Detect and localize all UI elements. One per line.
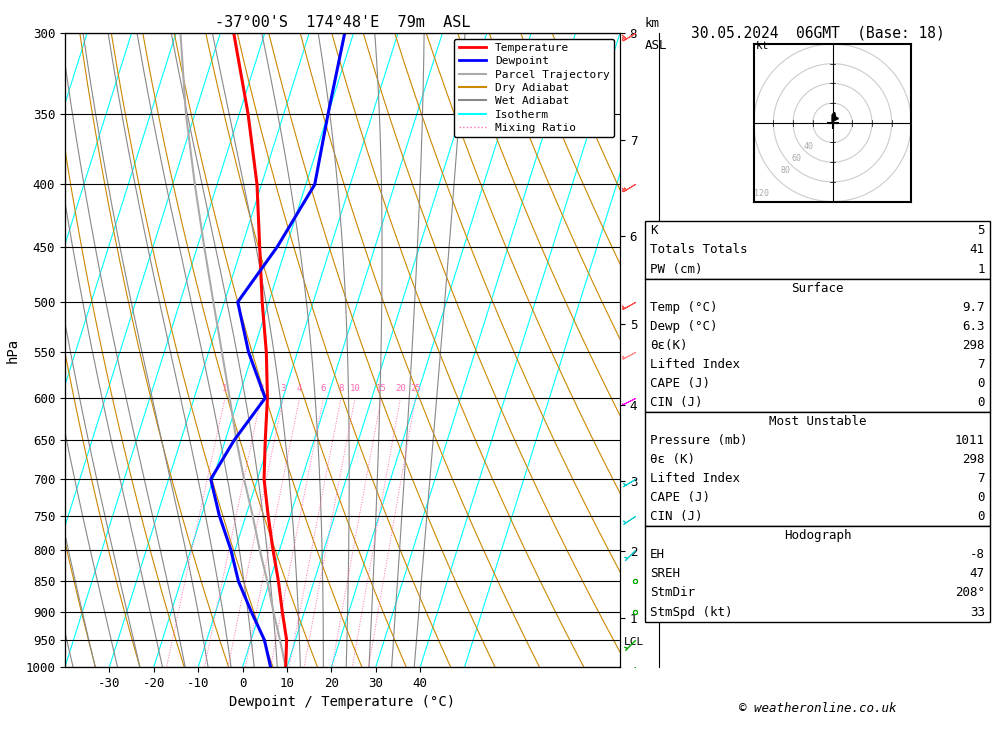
Text: 10: 10 xyxy=(350,384,360,393)
Text: CIN (J): CIN (J) xyxy=(650,510,703,523)
Text: EH: EH xyxy=(650,548,665,561)
Text: 5: 5 xyxy=(977,224,985,237)
Text: 7: 7 xyxy=(977,472,985,485)
Text: 1011: 1011 xyxy=(955,434,985,447)
Text: 7: 7 xyxy=(977,358,985,371)
Text: 15: 15 xyxy=(376,384,387,393)
Text: 33: 33 xyxy=(970,605,985,619)
Text: LCL: LCL xyxy=(624,637,644,647)
X-axis label: Dewpoint / Temperature (°C): Dewpoint / Temperature (°C) xyxy=(229,696,456,710)
Text: 120: 120 xyxy=(754,189,769,199)
Text: θε(K): θε(K) xyxy=(650,339,688,352)
Text: 20: 20 xyxy=(395,384,406,393)
Text: 208°: 208° xyxy=(955,586,985,600)
Text: CIN (J): CIN (J) xyxy=(650,396,703,409)
Text: Lifted Index: Lifted Index xyxy=(650,472,740,485)
Text: CAPE (J): CAPE (J) xyxy=(650,491,710,504)
Text: kt: kt xyxy=(756,41,769,51)
Text: © weatheronline.co.uk: © weatheronline.co.uk xyxy=(739,701,897,715)
Text: 9.7: 9.7 xyxy=(962,301,985,314)
Text: Hodograph: Hodograph xyxy=(784,529,851,542)
Text: Totals Totals: Totals Totals xyxy=(650,243,748,257)
Y-axis label: hPa: hPa xyxy=(6,337,20,363)
Text: 0: 0 xyxy=(977,377,985,390)
Text: 47: 47 xyxy=(970,567,985,581)
Text: θε (K): θε (K) xyxy=(650,453,695,466)
Text: 6: 6 xyxy=(321,384,326,393)
Text: 6.3: 6.3 xyxy=(962,320,985,333)
Text: SREH: SREH xyxy=(650,567,680,581)
Text: 298: 298 xyxy=(962,453,985,466)
Text: ASL: ASL xyxy=(645,39,667,52)
Text: 30.05.2024  06GMT  (Base: 18): 30.05.2024 06GMT (Base: 18) xyxy=(691,26,945,40)
Text: Dewp (°C): Dewp (°C) xyxy=(650,320,718,333)
Text: StmDir: StmDir xyxy=(650,586,695,600)
Text: 4: 4 xyxy=(297,384,302,393)
Text: 8: 8 xyxy=(338,384,344,393)
Text: -8: -8 xyxy=(970,548,985,561)
Text: 0: 0 xyxy=(977,510,985,523)
Text: PW (cm): PW (cm) xyxy=(650,262,703,276)
Text: 1: 1 xyxy=(222,384,228,393)
Title: -37°00'S  174°48'E  79m  ASL: -37°00'S 174°48'E 79m ASL xyxy=(215,15,470,31)
Text: StmSpd (kt): StmSpd (kt) xyxy=(650,605,733,619)
Text: K: K xyxy=(650,224,658,237)
Text: 0: 0 xyxy=(977,396,985,409)
Text: Lifted Index: Lifted Index xyxy=(650,358,740,371)
Text: 2: 2 xyxy=(258,384,264,393)
Legend: Temperature, Dewpoint, Parcel Trajectory, Dry Adiabat, Wet Adiabat, Isotherm, Mi: Temperature, Dewpoint, Parcel Trajectory… xyxy=(454,39,614,137)
Text: 40: 40 xyxy=(804,142,814,151)
Text: 3: 3 xyxy=(281,384,286,393)
Text: Surface: Surface xyxy=(791,281,844,295)
Text: km: km xyxy=(645,17,660,29)
Text: Pressure (mb): Pressure (mb) xyxy=(650,434,748,447)
Text: 1: 1 xyxy=(977,262,985,276)
Text: 25: 25 xyxy=(410,384,421,393)
Y-axis label: Mixing Ratio (g/kg): Mixing Ratio (g/kg) xyxy=(664,286,674,414)
Text: 298: 298 xyxy=(962,339,985,352)
Text: 60: 60 xyxy=(792,154,802,163)
Text: 80: 80 xyxy=(780,166,790,174)
Text: CAPE (J): CAPE (J) xyxy=(650,377,710,390)
Text: 0: 0 xyxy=(977,491,985,504)
Text: Temp (°C): Temp (°C) xyxy=(650,301,718,314)
Text: Most Unstable: Most Unstable xyxy=(769,415,866,428)
Text: 41: 41 xyxy=(970,243,985,257)
